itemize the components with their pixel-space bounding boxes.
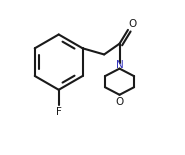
Text: O: O: [129, 19, 137, 29]
Text: N: N: [116, 60, 123, 70]
Text: F: F: [56, 107, 62, 117]
Text: O: O: [115, 97, 124, 107]
